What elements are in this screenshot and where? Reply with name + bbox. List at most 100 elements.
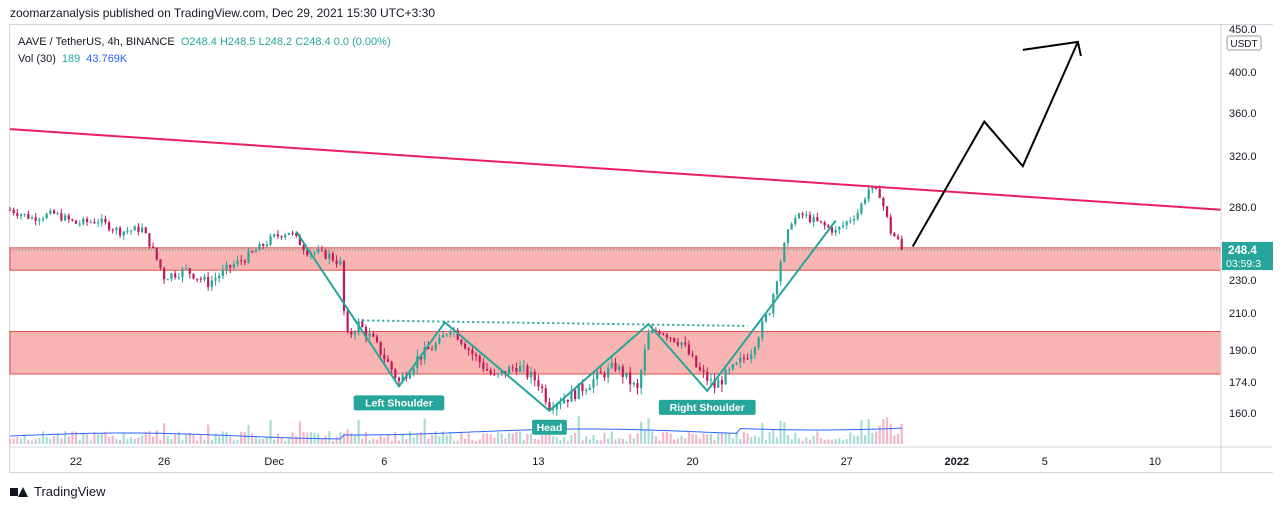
candle-body — [801, 213, 804, 216]
candle-body — [757, 337, 760, 348]
candles — [8, 185, 903, 416]
candle-body — [500, 370, 503, 374]
candle-body — [614, 362, 617, 370]
volume-bar — [779, 420, 782, 444]
candle-body — [104, 218, 107, 223]
volume-bar — [563, 436, 566, 444]
volume-bar — [265, 436, 268, 444]
candle-body — [63, 215, 67, 221]
volume-bar — [82, 433, 85, 444]
volume-bar — [812, 435, 815, 444]
volume-bar — [614, 439, 617, 444]
volume-bar — [427, 438, 430, 444]
volume-bar — [529, 433, 533, 444]
candle-body — [251, 251, 254, 253]
candle-body — [49, 210, 52, 214]
volume-bar — [882, 419, 885, 444]
candle-body — [166, 279, 169, 281]
volume-bar — [790, 439, 793, 444]
candle-body — [559, 403, 562, 405]
volume-bar — [144, 431, 147, 444]
candle-body — [621, 366, 624, 378]
volume-bar — [273, 439, 276, 444]
candle-body — [647, 333, 650, 350]
candle-body — [210, 280, 213, 288]
candle-body — [889, 216, 892, 234]
volume-bar — [640, 421, 643, 444]
candle-body — [229, 264, 232, 268]
volume-ma-line — [9, 427, 902, 440]
candle-body — [328, 253, 331, 259]
volume-bar — [533, 438, 536, 444]
candle-body — [856, 213, 859, 219]
volume-bar — [474, 440, 478, 444]
volume-bar — [159, 439, 162, 444]
candle-body — [52, 210, 56, 214]
candle-body — [838, 226, 841, 230]
candle-body — [320, 249, 324, 251]
candle-body — [141, 227, 144, 233]
volume-bar — [651, 431, 654, 444]
volume-bar — [772, 428, 775, 444]
volume-bar — [353, 434, 357, 444]
volume-bar — [603, 432, 606, 444]
volume-bar — [372, 438, 375, 444]
candle-body — [618, 366, 621, 370]
volume-bar — [896, 434, 900, 444]
volume-bar — [684, 438, 687, 444]
volume-bar — [797, 438, 801, 444]
candle-body — [295, 233, 298, 236]
volume-bar — [375, 439, 379, 444]
support-zone-0 — [9, 247, 1222, 271]
x-tick-label: 13 — [532, 456, 544, 468]
candle-body — [276, 234, 279, 237]
candle-body — [78, 223, 81, 225]
volume-bar — [482, 433, 485, 444]
y-tick-label: 160.0 — [1229, 408, 1257, 420]
y-tick-label: 360.0 — [1229, 108, 1257, 120]
volume-bar — [203, 439, 206, 444]
candle-body — [85, 218, 89, 223]
volume-bar — [185, 434, 188, 444]
candle-body — [522, 365, 525, 367]
candle-body — [709, 379, 713, 381]
candle-body — [159, 259, 162, 269]
volume-bar — [885, 417, 889, 444]
pattern-label-bg — [353, 395, 445, 411]
candle-body — [768, 313, 771, 315]
candle-body — [819, 220, 823, 223]
candle-body — [592, 379, 595, 388]
candle-body — [632, 382, 635, 385]
volume-bar — [750, 436, 753, 444]
volume-bar — [485, 433, 489, 444]
candle-body — [342, 260, 346, 312]
candle-body — [236, 260, 239, 265]
volume-label: Vol (30) — [18, 53, 56, 65]
candle-body — [445, 334, 448, 336]
volume-bar — [731, 438, 735, 444]
volume-bar — [254, 436, 257, 444]
volume-bar — [841, 440, 845, 444]
candle-body — [753, 347, 757, 355]
candle-body — [247, 251, 250, 263]
volume-bar — [243, 432, 246, 444]
candle-body — [764, 314, 768, 322]
candle-body — [8, 209, 12, 211]
volume-bar — [761, 422, 764, 444]
candle-body — [38, 219, 41, 221]
volume-bar — [434, 431, 437, 444]
volume-bar — [522, 440, 525, 444]
candle-body — [629, 372, 632, 385]
tradingview-logo-icon — [10, 486, 28, 498]
currency-text: USDT — [1230, 39, 1257, 50]
candle-body — [482, 362, 485, 369]
candle-body — [144, 227, 147, 234]
volume-bar — [174, 434, 177, 444]
pattern-labels: Left Shoulder Head Right Shoulder — [353, 395, 756, 435]
volume-bar — [559, 440, 562, 444]
candle-body — [170, 273, 173, 280]
candle-body — [834, 229, 837, 233]
volume-bar — [541, 435, 544, 444]
volume-bar — [350, 433, 353, 444]
